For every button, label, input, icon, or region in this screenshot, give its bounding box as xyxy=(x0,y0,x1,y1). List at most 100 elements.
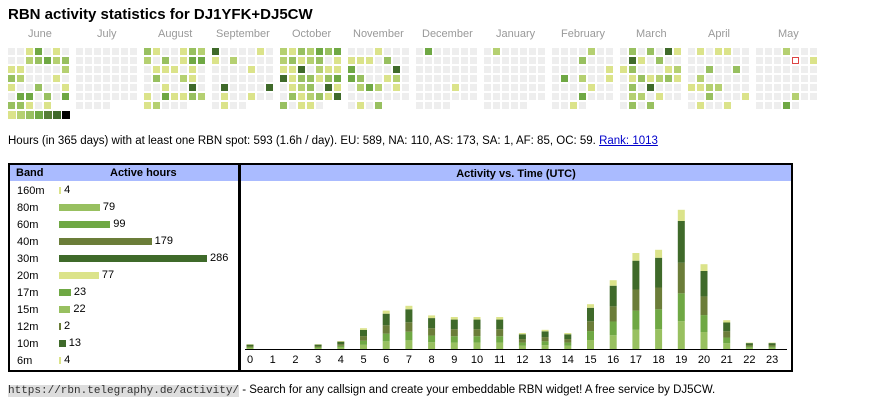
calendar-day-cell xyxy=(461,75,468,82)
calendar-day-cell xyxy=(325,93,332,100)
calendar-day-cell xyxy=(688,84,695,91)
calendar-day-cell xyxy=(416,48,423,55)
calendar-day-cell xyxy=(688,66,695,73)
hour-bar-segment xyxy=(382,310,390,314)
calendar-day-cell xyxy=(434,66,441,73)
calendar-day-cell xyxy=(606,84,613,91)
calendar-day-cell xyxy=(792,66,799,73)
hour-tick-label: 20 xyxy=(698,354,710,366)
calendar-day-cell xyxy=(153,75,160,82)
calendar-day-cell xyxy=(665,93,672,100)
calendar-day-cell xyxy=(425,66,432,73)
calendar-day-cell xyxy=(248,75,255,82)
calendar-day-cell xyxy=(765,48,772,55)
calendar-day-cell xyxy=(656,66,663,73)
hour-bar-19 xyxy=(677,209,685,349)
calendar-day-cell xyxy=(316,102,323,109)
calendar-day-cell xyxy=(8,75,15,82)
calendar-day-cell xyxy=(443,84,450,91)
calendar-day-cell xyxy=(638,102,645,109)
calendar-day-cell xyxy=(212,66,219,73)
calendar-day-cell xyxy=(597,75,604,82)
hour-bar-segment xyxy=(450,319,458,330)
calendar-day-cell xyxy=(502,102,509,109)
calendar-day-cell xyxy=(765,93,772,100)
summary-line: Hours (in 365 days) with at least one RB… xyxy=(8,135,658,147)
calendar-day-cell xyxy=(239,48,246,55)
calendar-day-cell xyxy=(153,93,160,100)
calendar-day-cell xyxy=(502,84,509,91)
calendar-day-cell xyxy=(597,48,604,55)
calendar-day-cell xyxy=(384,93,391,100)
calendar-day-cell xyxy=(620,57,627,64)
calendar-day-cell xyxy=(112,75,119,82)
calendar-day-cell xyxy=(570,84,577,91)
hour-bar-segment xyxy=(314,344,322,347)
calendar-day-cell xyxy=(26,84,33,91)
calendar-day-cell xyxy=(638,75,645,82)
calendar-day-cell xyxy=(647,75,654,82)
hour-bar-6 xyxy=(382,310,390,349)
calendar-day-cell xyxy=(706,102,713,109)
calendar-day-cell xyxy=(606,93,613,100)
calendar-day-cell xyxy=(570,66,577,73)
calendar-day-cell xyxy=(638,48,645,55)
calendar-day-cell xyxy=(366,84,373,91)
calendar-day-cell xyxy=(103,48,110,55)
calendar-day-cell xyxy=(697,84,704,91)
calendar-day-cell xyxy=(334,57,341,64)
calendar-day-cell xyxy=(570,102,577,109)
hour-bar-segment xyxy=(587,307,594,322)
calendar-day-cell xyxy=(153,66,160,73)
rank-link[interactable]: Rank: 1013 xyxy=(599,135,658,147)
calendar-day-cell xyxy=(620,93,627,100)
calendar-day-cell xyxy=(348,66,355,73)
calendar-day-cell xyxy=(44,75,51,82)
calendar-day-cell xyxy=(620,84,627,91)
calendar-day-cell xyxy=(257,75,264,82)
hour-tick-label: 13 xyxy=(539,354,551,366)
calendar-day-cell xyxy=(810,75,817,82)
calendar-day-cell xyxy=(230,75,237,82)
calendar-day-cell xyxy=(493,48,500,55)
calendar-day-cell xyxy=(289,102,296,109)
calendar-day-cell xyxy=(706,66,713,73)
calendar-day-cell xyxy=(597,84,604,91)
calendar-day-cell xyxy=(393,57,400,64)
calendar-day-cell xyxy=(620,66,627,73)
hour-bar-segment xyxy=(768,343,776,346)
calendar-day-cell xyxy=(783,48,790,55)
calendar-day-cell xyxy=(470,57,477,64)
band-row-15m: 15m 22 xyxy=(10,301,238,318)
calendar-day-cell xyxy=(434,57,441,64)
calendar-day-cell xyxy=(443,66,450,73)
calendar-day-cell xyxy=(62,57,69,64)
calendar-day-cell xyxy=(579,66,586,73)
band-row-20m: 20m 77 xyxy=(10,267,238,284)
hour-bar-segment xyxy=(450,336,458,343)
calendar-day-cell xyxy=(434,93,441,100)
calendar-day-cell xyxy=(180,102,187,109)
calendar-day-cell xyxy=(810,48,817,55)
calendar-day-cell xyxy=(357,75,364,82)
calendar-day-cell xyxy=(298,75,305,82)
calendar-day-cell xyxy=(724,84,731,91)
calendar-day-cell xyxy=(94,102,101,109)
calendar-day-cell xyxy=(130,66,137,73)
calendar-day-cell xyxy=(402,75,409,82)
calendar-day-cell xyxy=(561,57,568,64)
calendar-day-cell xyxy=(357,66,364,73)
hour-bar-segment xyxy=(723,322,731,332)
calendar-day-cell xyxy=(180,93,187,100)
calendar-day-cell xyxy=(375,102,382,109)
hour-bar-segment xyxy=(382,313,390,326)
hour-bar-segment xyxy=(246,348,254,349)
calendar-day-cell xyxy=(189,93,196,100)
calendar-day-cell xyxy=(452,93,459,100)
calendar-day-cell xyxy=(221,48,228,55)
band-hours-bar xyxy=(59,289,71,296)
footer-url[interactable]: https://rbn.telegraphy.de/activity/ xyxy=(8,385,240,397)
calendar-day-cell xyxy=(239,93,246,100)
hour-bar-segment xyxy=(337,341,345,345)
calendar-day-cell xyxy=(257,84,264,91)
